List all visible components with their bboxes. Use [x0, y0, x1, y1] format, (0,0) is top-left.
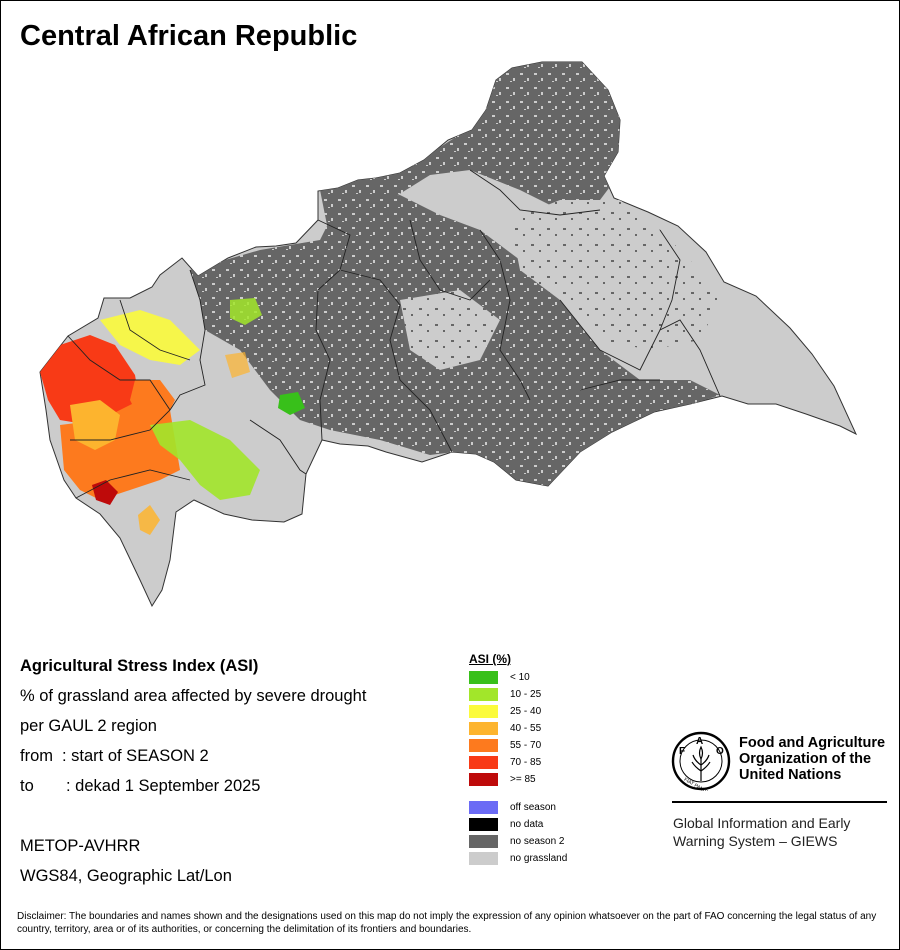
legend-swatch: [469, 688, 498, 701]
legend-swatch: [469, 818, 498, 831]
asi-red-area: [40, 335, 140, 425]
no-season-area-south: [440, 380, 720, 486]
asi-green-patch-north: [230, 298, 262, 325]
light-area-east: [510, 200, 720, 350]
legend-swatch: [469, 722, 498, 735]
legend-swatch: [469, 852, 498, 865]
region-boundaries: [67, 169, 721, 499]
from-label: from: [20, 747, 53, 765]
disclaimer-text: Disclaimer: The boundaries and names sho…: [17, 911, 877, 935]
legend-item-no-grassland: no grassland: [469, 852, 567, 865]
legend-item-lt10: < 10: [469, 671, 530, 684]
country-map: [39, 61, 858, 608]
fao-logo-icon: F A O FIAT PANIS: [671, 731, 731, 791]
no-season-area-north: [320, 62, 630, 240]
legend-swatch: [469, 705, 498, 718]
legend-swatch: [469, 756, 498, 769]
legend-item-25-40: 25 - 40: [469, 705, 541, 718]
projection-label: WGS84, Geographic Lat/Lon: [20, 867, 232, 885]
legend-item-no-season-2: no season 2: [469, 835, 565, 848]
asi-green-area: [150, 420, 260, 500]
description-line-1: % of grassland area affected by severe d…: [20, 687, 367, 705]
legend-item-off-season: off season: [469, 801, 556, 814]
legend-swatch: [469, 671, 498, 684]
legend-swatch: [469, 773, 498, 786]
legend-item-no-data: no data: [469, 818, 543, 831]
legend-title: ASI (%): [469, 652, 511, 666]
svg-text:O: O: [716, 746, 724, 757]
asi-dark-green-spot: [278, 392, 305, 415]
asi-light-orange-area: [70, 400, 120, 450]
asi-yellow-area: [100, 310, 200, 365]
svg-text:FIAT PANIS: FIAT PANIS: [683, 777, 709, 791]
to-label: to: [20, 777, 34, 795]
legend-swatch: [469, 835, 498, 848]
svg-text:A: A: [696, 736, 703, 747]
map-title: Central African Republic: [20, 20, 358, 52]
legend-item-70-85: 70 - 85: [469, 756, 541, 769]
organization-name: Food and Agriculture Organization of the…: [739, 735, 886, 783]
light-area-middle: [400, 290, 500, 370]
description-line-2: per GAUL 2 region: [20, 717, 157, 735]
legend-swatch: [469, 739, 498, 752]
legend-item-10-25: 10 - 25: [469, 688, 541, 701]
sensor-label: METOP-AVHRR: [20, 837, 141, 855]
asi-heading: Agricultural Stress Index (ASI): [20, 657, 259, 675]
legend-item-55-70: 55 - 70: [469, 739, 541, 752]
legend-item-40-55: 40 - 55: [469, 722, 541, 735]
legend-swatch: [469, 801, 498, 814]
svg-text:F: F: [679, 746, 685, 757]
from-value: : start of SEASON 2: [62, 747, 209, 765]
legend-item-gte85: >= 85: [469, 773, 536, 786]
asi-orange-patch-2: [130, 380, 175, 420]
giews-label: Global Information and Early Warning Sys…: [673, 815, 851, 849]
organization-divider: [672, 801, 887, 803]
asi-yellow-spot: [225, 352, 250, 378]
to-value: : dekad 1 September 2025: [66, 777, 261, 795]
asi-orange-spot: [138, 505, 160, 535]
